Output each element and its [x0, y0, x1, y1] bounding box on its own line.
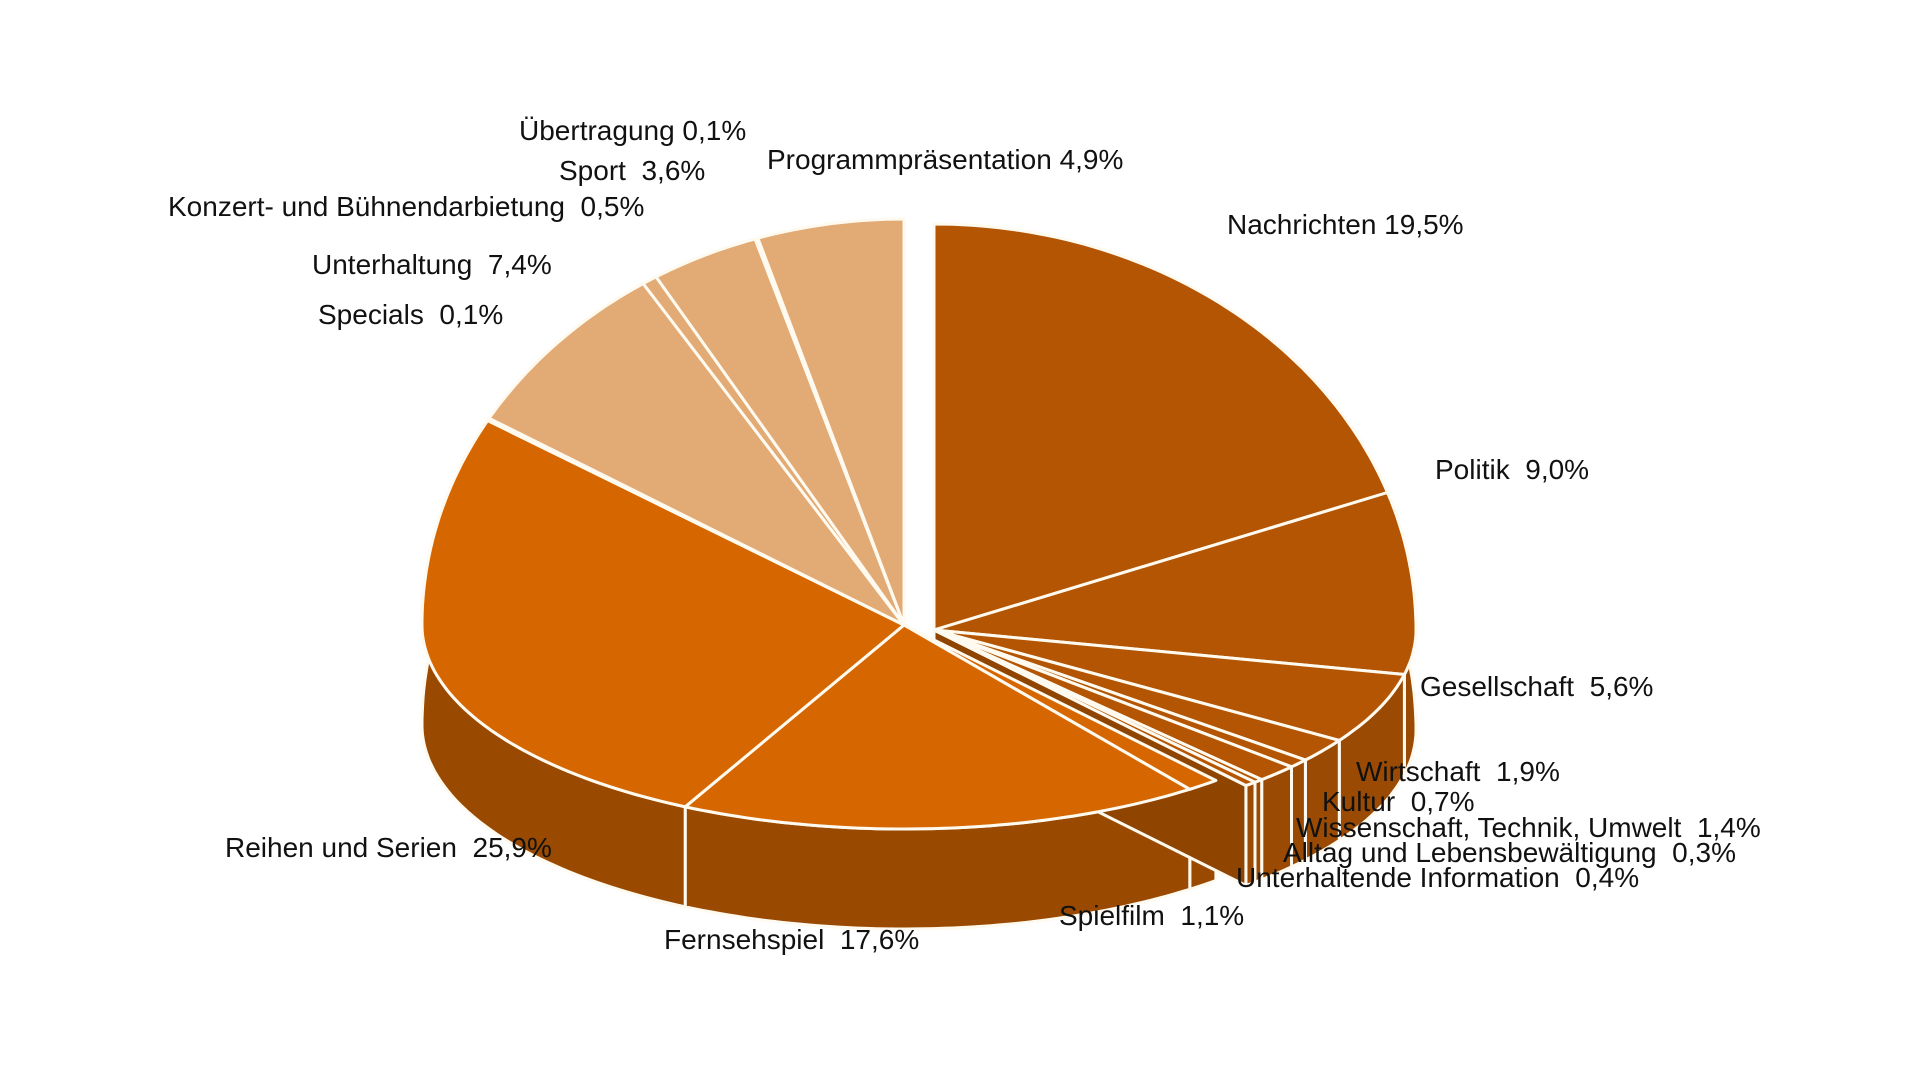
label-wirtschaft: Wirtschaft 1,9% — [1356, 756, 1560, 787]
label-reihen-und-serien: Reihen und Serien 25,9% — [225, 832, 552, 863]
pie-slices — [420, 217, 1418, 831]
label-konzert: Konzert- und Bühnendarbietung 0,5% — [168, 191, 645, 222]
label-fernsehspiel: Fernsehspiel 17,6% — [664, 924, 920, 955]
label-spielfilm: Spielfilm 1,1% — [1059, 900, 1245, 931]
slice-wirtschaft — [932, 628, 1341, 762]
slice-politik — [932, 491, 1418, 676]
label-unterhaltung: Unterhaltung 7,4% — [312, 249, 552, 280]
label-alltag: Alltag und Lebensbewältigung 0,3% — [1283, 837, 1737, 868]
label-gesellschaft: Gesellschaft 5,6% — [1420, 671, 1654, 702]
label-unterhaltende-information: Unterhaltende Information 0,4% — [1236, 862, 1640, 893]
label-politik: Politik 9,0% — [1435, 454, 1590, 485]
label-programmpraesentation: Programmpräsentation 4,9% — [767, 144, 1124, 175]
slice-unterhaltende-information — [932, 628, 1257, 787]
label-sport: Sport 3,6% — [559, 155, 706, 186]
label-nachrichten: Nachrichten 19,5% — [1227, 209, 1464, 240]
slice-reihen-und-serien — [420, 419, 906, 809]
label-uebertragung: Übertragung 0,1% — [519, 115, 747, 146]
slice-sport — [654, 237, 906, 627]
slice-programmpr-sentation — [756, 217, 906, 627]
slice-gesellschaft — [932, 628, 1406, 742]
label-specials: Specials 0,1% — [318, 299, 504, 330]
slice-nachrichten — [932, 222, 1389, 632]
slice-unterhaltung — [487, 282, 906, 627]
label-wissenschaft: Wissenschaft, Technik, Umwelt 1,4% — [1296, 812, 1761, 843]
slice-fernsehspiel — [683, 623, 1192, 831]
label-kultur: Kultur 0,7% — [1322, 786, 1475, 817]
